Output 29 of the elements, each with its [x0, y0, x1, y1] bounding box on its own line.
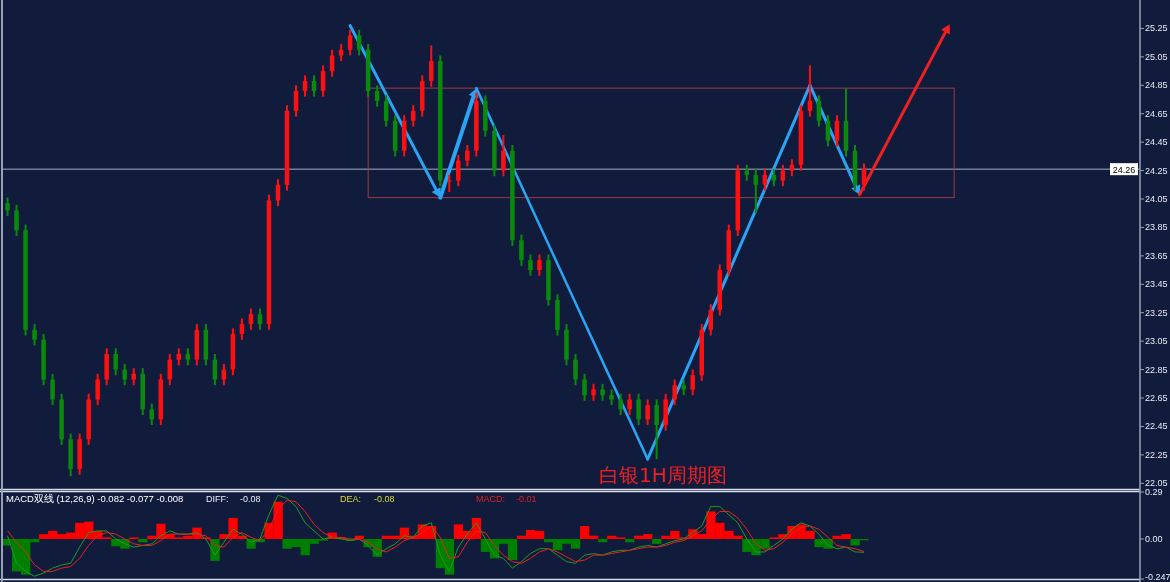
annotation: MACD: — [476, 494, 505, 504]
y-tick-label: 24.45 — [1145, 137, 1168, 148]
y-tick-label: 0.00 — [1145, 533, 1163, 544]
y-tick-label: 23.05 — [1145, 336, 1168, 347]
y-tick-label: 22.25 — [1145, 449, 1168, 460]
ref-line-label: 24.26 — [1112, 164, 1136, 175]
y-tick-label: 23.25 — [1145, 307, 1168, 318]
y-tick-label: 24.65 — [1145, 108, 1168, 119]
y-tick-label: 22.65 — [1145, 393, 1168, 404]
annotation: DIFF: — [206, 494, 229, 504]
y-tick-label: 24.05 — [1145, 194, 1168, 205]
y-tick-label: 23.65 — [1145, 250, 1168, 261]
y-tick-label: 0.29 — [1145, 487, 1163, 497]
annotation: DEA: — [340, 494, 362, 504]
y-tick-label: 22.05 — [1145, 478, 1168, 489]
chart-title: MACD双线 (12,26,9) -0.082 -0.077 -0.008 — [6, 493, 184, 504]
y-tick-label: -0.247 — [1145, 572, 1170, 582]
annotation: -0.08 — [374, 494, 395, 504]
annotation: 白银1H周期图 — [599, 463, 727, 487]
y-tick-label: 22.85 — [1145, 364, 1168, 375]
y-tick-label: 22.45 — [1145, 421, 1168, 432]
y-tick-label: 24.25 — [1145, 165, 1168, 176]
y-tick-label: 24.85 — [1145, 80, 1168, 91]
annotation: -0.08 — [240, 494, 261, 504]
annotation: -0.01 — [516, 494, 537, 504]
y-tick-label: 23.85 — [1145, 222, 1168, 233]
y-tick-label: 25.05 — [1145, 51, 1168, 62]
y-tick-label: 25.25 — [1145, 23, 1168, 34]
y-tick-label: 23.45 — [1145, 279, 1168, 290]
